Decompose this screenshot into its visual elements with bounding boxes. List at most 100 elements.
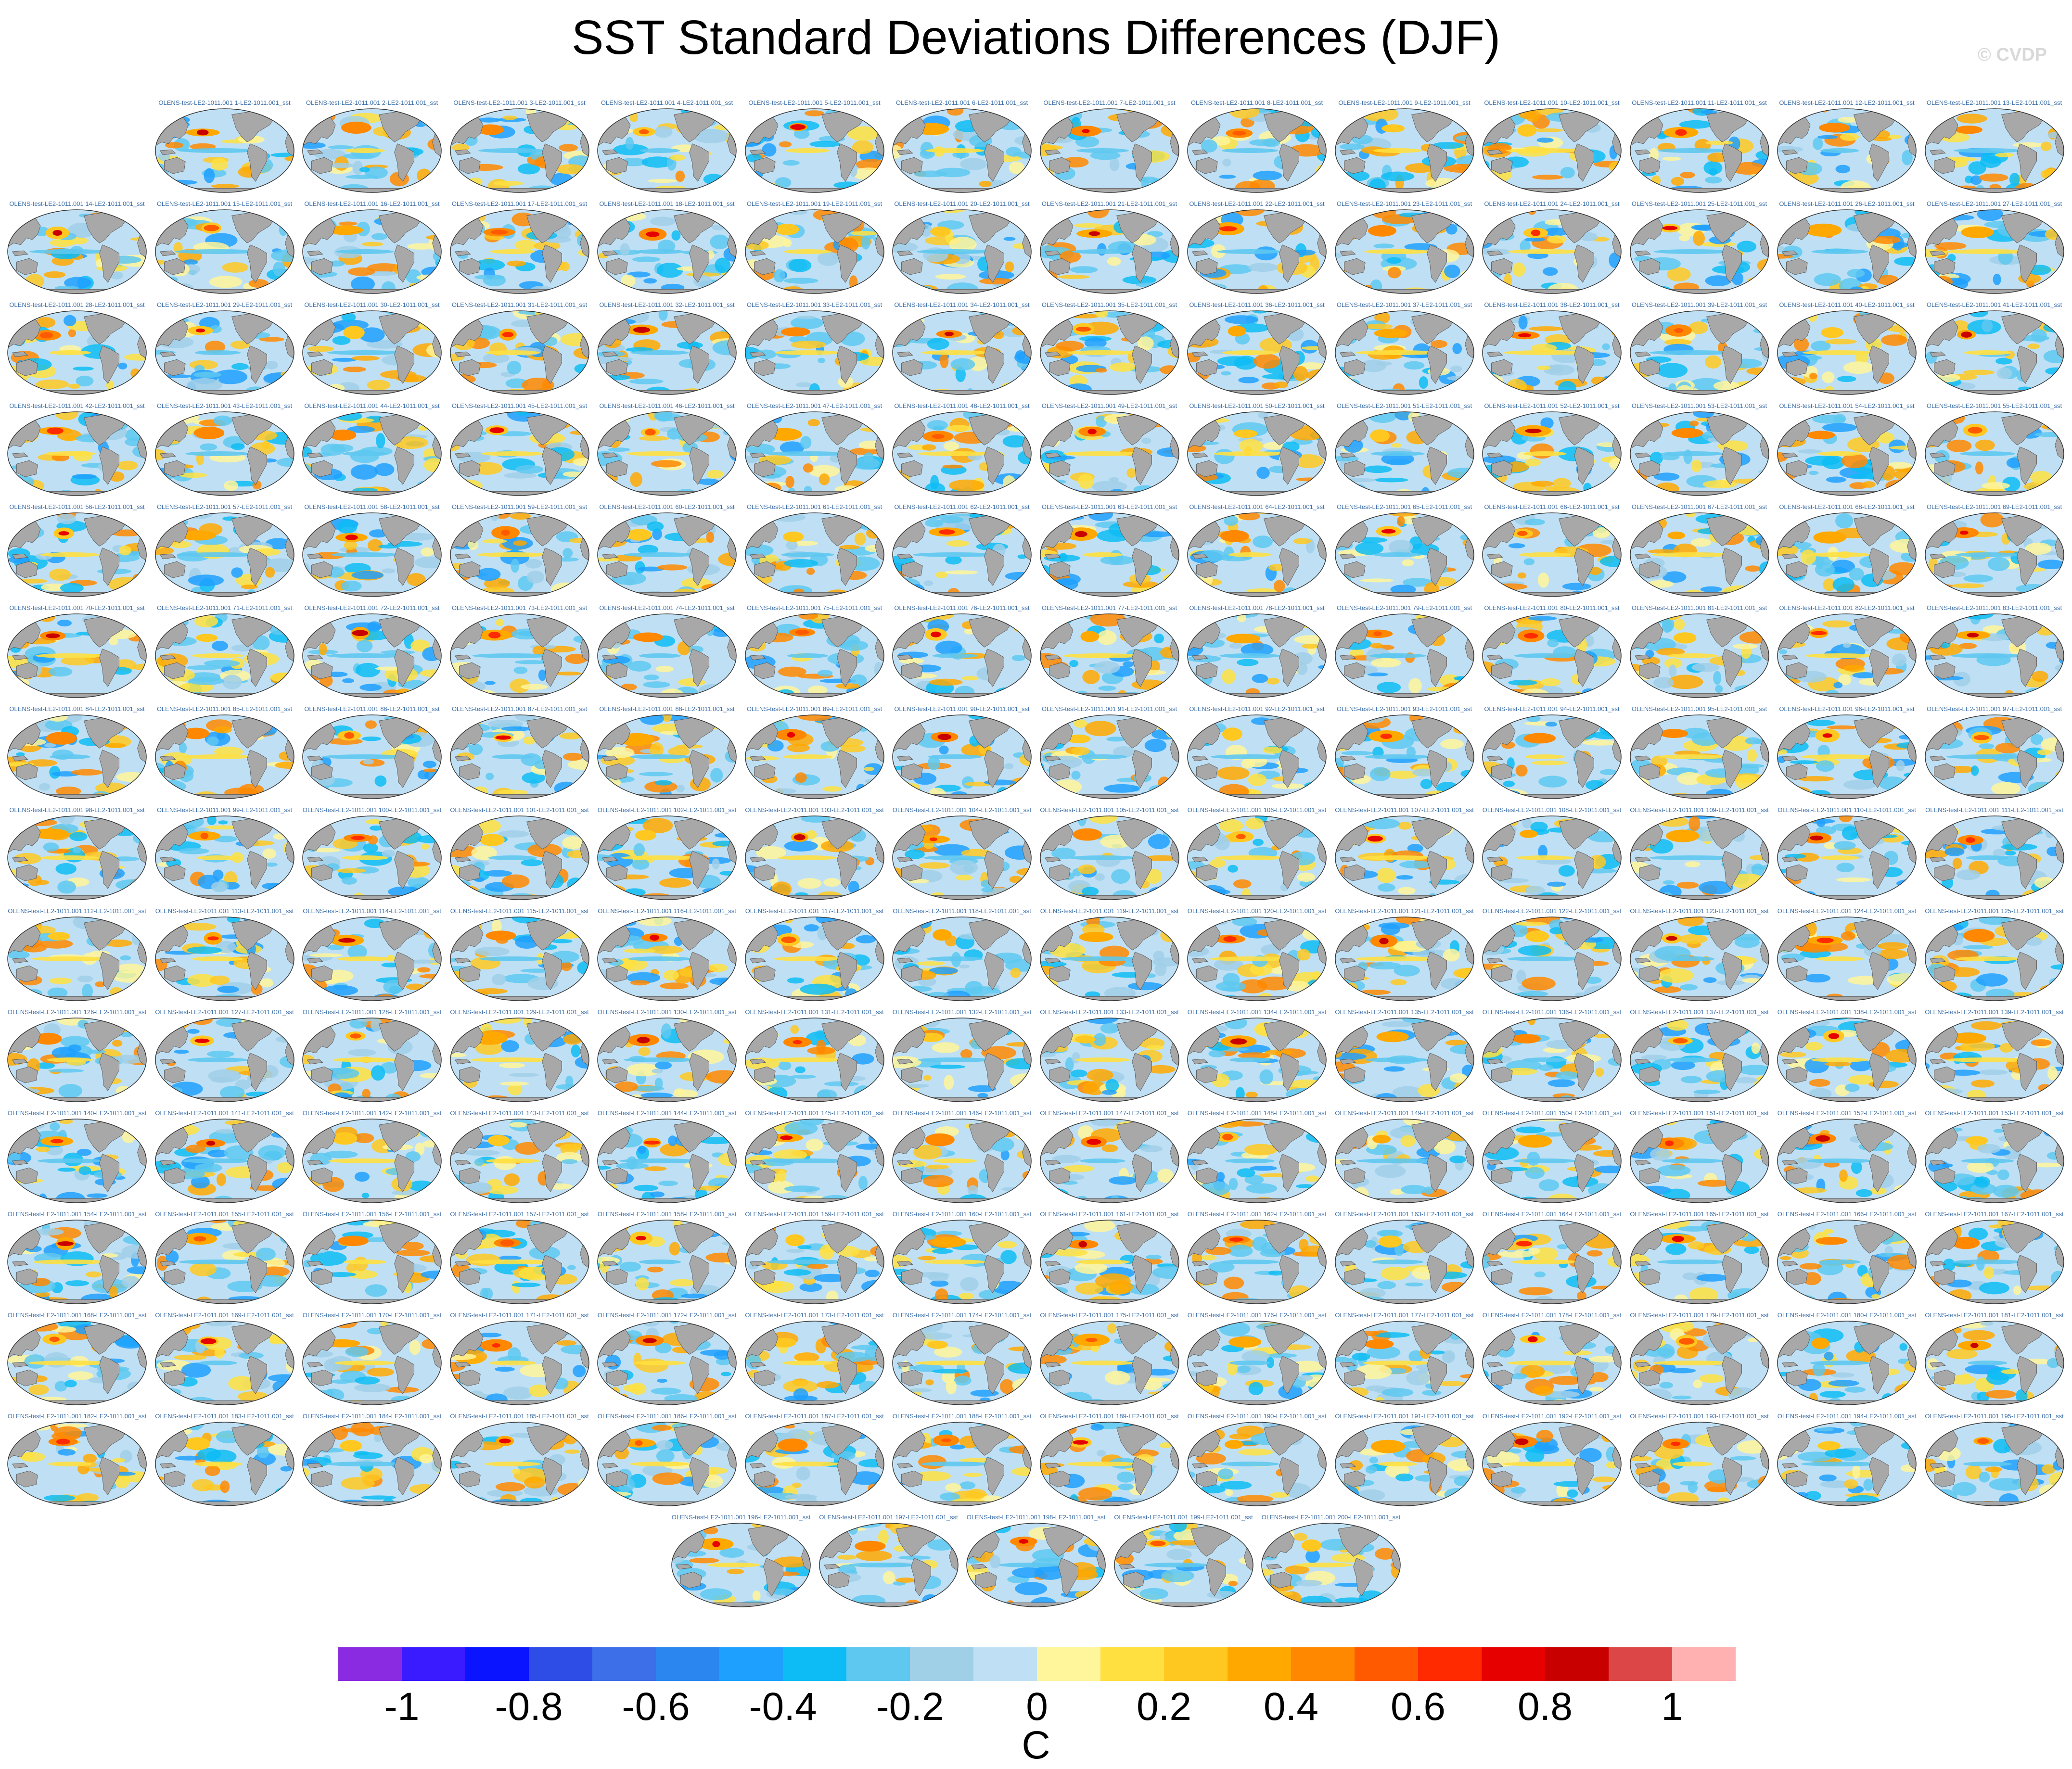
map-panel: OLENS-test-LE2-1011.001 167-LE2-1011.001… xyxy=(1924,1210,2065,1305)
colorbar-tick-label: 0.4 xyxy=(1264,1685,1318,1729)
map-panel: OLENS-test-LE2-1011.001 158-LE2-1011.001… xyxy=(597,1210,737,1305)
map-panel: OLENS-test-LE2-1011.001 132-LE2-1011.001… xyxy=(892,1008,1032,1103)
map-panel-label: OLENS-test-LE2-1011.001 192-LE2-1011.001… xyxy=(1482,1413,1622,1420)
map-panel-label: OLENS-test-LE2-1011.001 146-LE2-1011.001… xyxy=(892,1109,1032,1117)
map-panel-label: OLENS-test-LE2-1011.001 131-LE2-1011.001… xyxy=(745,1008,884,1016)
map-panel-label: OLENS-test-LE2-1011.001 115-LE2-1011.001… xyxy=(450,907,589,915)
sst-difference-map xyxy=(449,1220,589,1304)
colorbar-swatch xyxy=(1291,1647,1355,1681)
sst-difference-map xyxy=(7,613,147,698)
map-panel: OLENS-test-LE2-1011.001 136-LE2-1011.001… xyxy=(1482,1008,1622,1103)
map-panel: OLENS-test-LE2-1011.001 42-LE2-1011.001_… xyxy=(7,402,147,496)
sst-difference-map xyxy=(1629,1018,1769,1102)
sst-difference-map xyxy=(597,411,737,496)
map-panel-label: OLENS-test-LE2-1011.001 196-LE2-1011.001… xyxy=(671,1514,811,1521)
map-panel: OLENS-test-LE2-1011.001 4-LE2-1011.001_s… xyxy=(597,99,737,193)
map-panel-label: OLENS-test-LE2-1011.001 187-LE2-1011.001… xyxy=(745,1413,884,1420)
map-panel-label: OLENS-test-LE2-1011.001 98-LE2-1011.001_… xyxy=(9,806,145,814)
sst-difference-map xyxy=(449,411,589,496)
map-panel: OLENS-test-LE2-1011.001 123-LE2-1011.001… xyxy=(1629,907,1770,1002)
map-panel-label: OLENS-test-LE2-1011.001 36-LE2-1011.001_… xyxy=(1189,301,1325,308)
sst-difference-map xyxy=(1777,1119,1917,1203)
sst-difference-map xyxy=(1039,108,1179,193)
map-panel: OLENS-test-LE2-1011.001 133-LE2-1011.001… xyxy=(1039,1008,1180,1103)
map-panel: OLENS-test-LE2-1011.001 153-LE2-1011.001… xyxy=(1924,1109,2065,1204)
map-panel-label: OLENS-test-LE2-1011.001 154-LE2-1011.001… xyxy=(7,1210,147,1218)
sst-difference-map xyxy=(1777,1321,1917,1405)
sst-difference-map xyxy=(1629,1220,1769,1304)
map-panel-label: OLENS-test-LE2-1011.001 63-LE2-1011.001_… xyxy=(1041,503,1177,510)
sst-difference-map xyxy=(449,108,589,193)
sst-difference-map xyxy=(744,108,884,193)
sst-difference-map xyxy=(1924,209,2064,294)
sst-difference-map xyxy=(1334,916,1474,1001)
map-panel: OLENS-test-LE2-1011.001 168-LE2-1011.001… xyxy=(7,1311,147,1406)
map-panel-label: OLENS-test-LE2-1011.001 97-LE2-1011.001_… xyxy=(1926,705,2062,713)
map-panel: OLENS-test-LE2-1011.001 100-LE2-1011.001… xyxy=(302,806,442,901)
sst-difference-map xyxy=(449,1119,589,1203)
map-panel-label: OLENS-test-LE2-1011.001 167-LE2-1011.001… xyxy=(1925,1210,2064,1218)
map-panel: OLENS-test-LE2-1011.001 1-LE2-1011.001_s… xyxy=(154,99,295,193)
sst-difference-map xyxy=(744,512,884,597)
sst-difference-map xyxy=(1482,815,1622,900)
map-panel-label: OLENS-test-LE2-1011.001 164-LE2-1011.001… xyxy=(1482,1210,1622,1218)
map-panel-label: OLENS-test-LE2-1011.001 59-LE2-1011.001_… xyxy=(451,503,588,510)
colorbar-swatch xyxy=(1037,1647,1100,1681)
sst-difference-map xyxy=(1187,613,1327,698)
map-panel: OLENS-test-LE2-1011.001 19-LE2-1011.001_… xyxy=(744,200,885,294)
sst-difference-map xyxy=(1924,411,2064,496)
sst-difference-map xyxy=(1924,815,2064,900)
sst-difference-map xyxy=(1039,310,1179,395)
map-panel-label: OLENS-test-LE2-1011.001 65-LE2-1011.001_… xyxy=(1336,503,1472,510)
map-panel-label: OLENS-test-LE2-1011.001 16-LE2-1011.001_… xyxy=(304,200,440,207)
map-panel-label: OLENS-test-LE2-1011.001 66-LE2-1011.001_… xyxy=(1484,503,1620,510)
map-panel-label: OLENS-test-LE2-1011.001 99-LE2-1011.001_… xyxy=(156,806,293,814)
colorbar-swatch xyxy=(529,1647,592,1681)
map-panel-label: OLENS-test-LE2-1011.001 106-LE2-1011.001… xyxy=(1187,806,1327,814)
sst-difference-map xyxy=(1629,1422,1769,1506)
sst-difference-map xyxy=(1187,1119,1327,1203)
map-panel: OLENS-test-LE2-1011.001 164-LE2-1011.001… xyxy=(1482,1210,1622,1305)
map-panel-label: OLENS-test-LE2-1011.001 91-LE2-1011.001_… xyxy=(1041,705,1177,713)
map-panel-label: OLENS-test-LE2-1011.001 11-LE2-1011.001_… xyxy=(1632,99,1767,106)
map-panel: OLENS-test-LE2-1011.001 190-LE2-1011.001… xyxy=(1187,1413,1327,1507)
colorbar-swatch xyxy=(465,1647,529,1681)
map-panel: OLENS-test-LE2-1011.001 50-LE2-1011.001_… xyxy=(1187,402,1327,496)
map-panel-label: OLENS-test-LE2-1011.001 23-LE2-1011.001_… xyxy=(1336,200,1472,207)
sst-difference-map xyxy=(597,1220,737,1304)
map-panel: OLENS-test-LE2-1011.001 16-LE2-1011.001_… xyxy=(302,200,442,294)
map-panel-label: OLENS-test-LE2-1011.001 132-LE2-1011.001… xyxy=(892,1008,1032,1016)
map-panel-label: OLENS-test-LE2-1011.001 100-LE2-1011.001… xyxy=(302,806,442,814)
sst-difference-map xyxy=(1629,512,1769,597)
map-panel-label: OLENS-test-LE2-1011.001 21-LE2-1011.001_… xyxy=(1041,200,1177,207)
sst-difference-map xyxy=(1334,310,1474,395)
map-panel-label: OLENS-test-LE2-1011.001 170-LE2-1011.001… xyxy=(302,1311,442,1319)
map-panel: OLENS-test-LE2-1011.001 47-LE2-1011.001_… xyxy=(744,402,885,496)
map-panel-label: OLENS-test-LE2-1011.001 53-LE2-1011.001_… xyxy=(1631,402,1767,409)
sst-difference-map xyxy=(1334,1119,1474,1203)
map-panel: OLENS-test-LE2-1011.001 103-LE2-1011.001… xyxy=(744,806,885,901)
map-panel-label: OLENS-test-LE2-1011.001 7-LE2-1011.001_s… xyxy=(1043,99,1176,106)
map-panel-label: OLENS-test-LE2-1011.001 48-LE2-1011.001_… xyxy=(894,402,1030,409)
map-panel-label: OLENS-test-LE2-1011.001 88-LE2-1011.001_… xyxy=(599,705,735,713)
map-panel: OLENS-test-LE2-1011.001 65-LE2-1011.001_… xyxy=(1334,503,1475,598)
sst-difference-map xyxy=(1187,815,1327,900)
sst-difference-map xyxy=(154,411,294,496)
map-panel-label: OLENS-test-LE2-1011.001 19-LE2-1011.001_… xyxy=(746,200,883,207)
map-panel: OLENS-test-LE2-1011.001 26-LE2-1011.001_… xyxy=(1777,200,1917,294)
map-panel: OLENS-test-LE2-1011.001 38-LE2-1011.001_… xyxy=(1482,301,1622,395)
map-panel-label: OLENS-test-LE2-1011.001 133-LE2-1011.001… xyxy=(1040,1008,1179,1016)
sst-difference-map xyxy=(671,1523,811,1607)
map-panel-label: OLENS-test-LE2-1011.001 168-LE2-1011.001… xyxy=(7,1311,147,1319)
map-panel: OLENS-test-LE2-1011.001 69-LE2-1011.001_… xyxy=(1924,503,2065,598)
map-panel-label: OLENS-test-LE2-1011.001 188-LE2-1011.001… xyxy=(892,1413,1032,1420)
map-panel-label: OLENS-test-LE2-1011.001 108-LE2-1011.001… xyxy=(1482,806,1622,814)
map-panel-label: OLENS-test-LE2-1011.001 50-LE2-1011.001_… xyxy=(1189,402,1325,409)
map-panel-label: OLENS-test-LE2-1011.001 156-LE2-1011.001… xyxy=(302,1210,442,1218)
sst-difference-map xyxy=(1113,1523,1253,1607)
map-panel-label: OLENS-test-LE2-1011.001 13-LE2-1011.001_… xyxy=(1926,99,2062,106)
map-panel-label: OLENS-test-LE2-1011.001 200-LE2-1011.001… xyxy=(1261,1514,1401,1521)
map-panel-label: OLENS-test-LE2-1011.001 139-LE2-1011.001… xyxy=(1925,1008,2064,1016)
sst-difference-map xyxy=(1924,1220,2064,1304)
map-panel-label: OLENS-test-LE2-1011.001 114-LE2-1011.001… xyxy=(303,907,441,915)
